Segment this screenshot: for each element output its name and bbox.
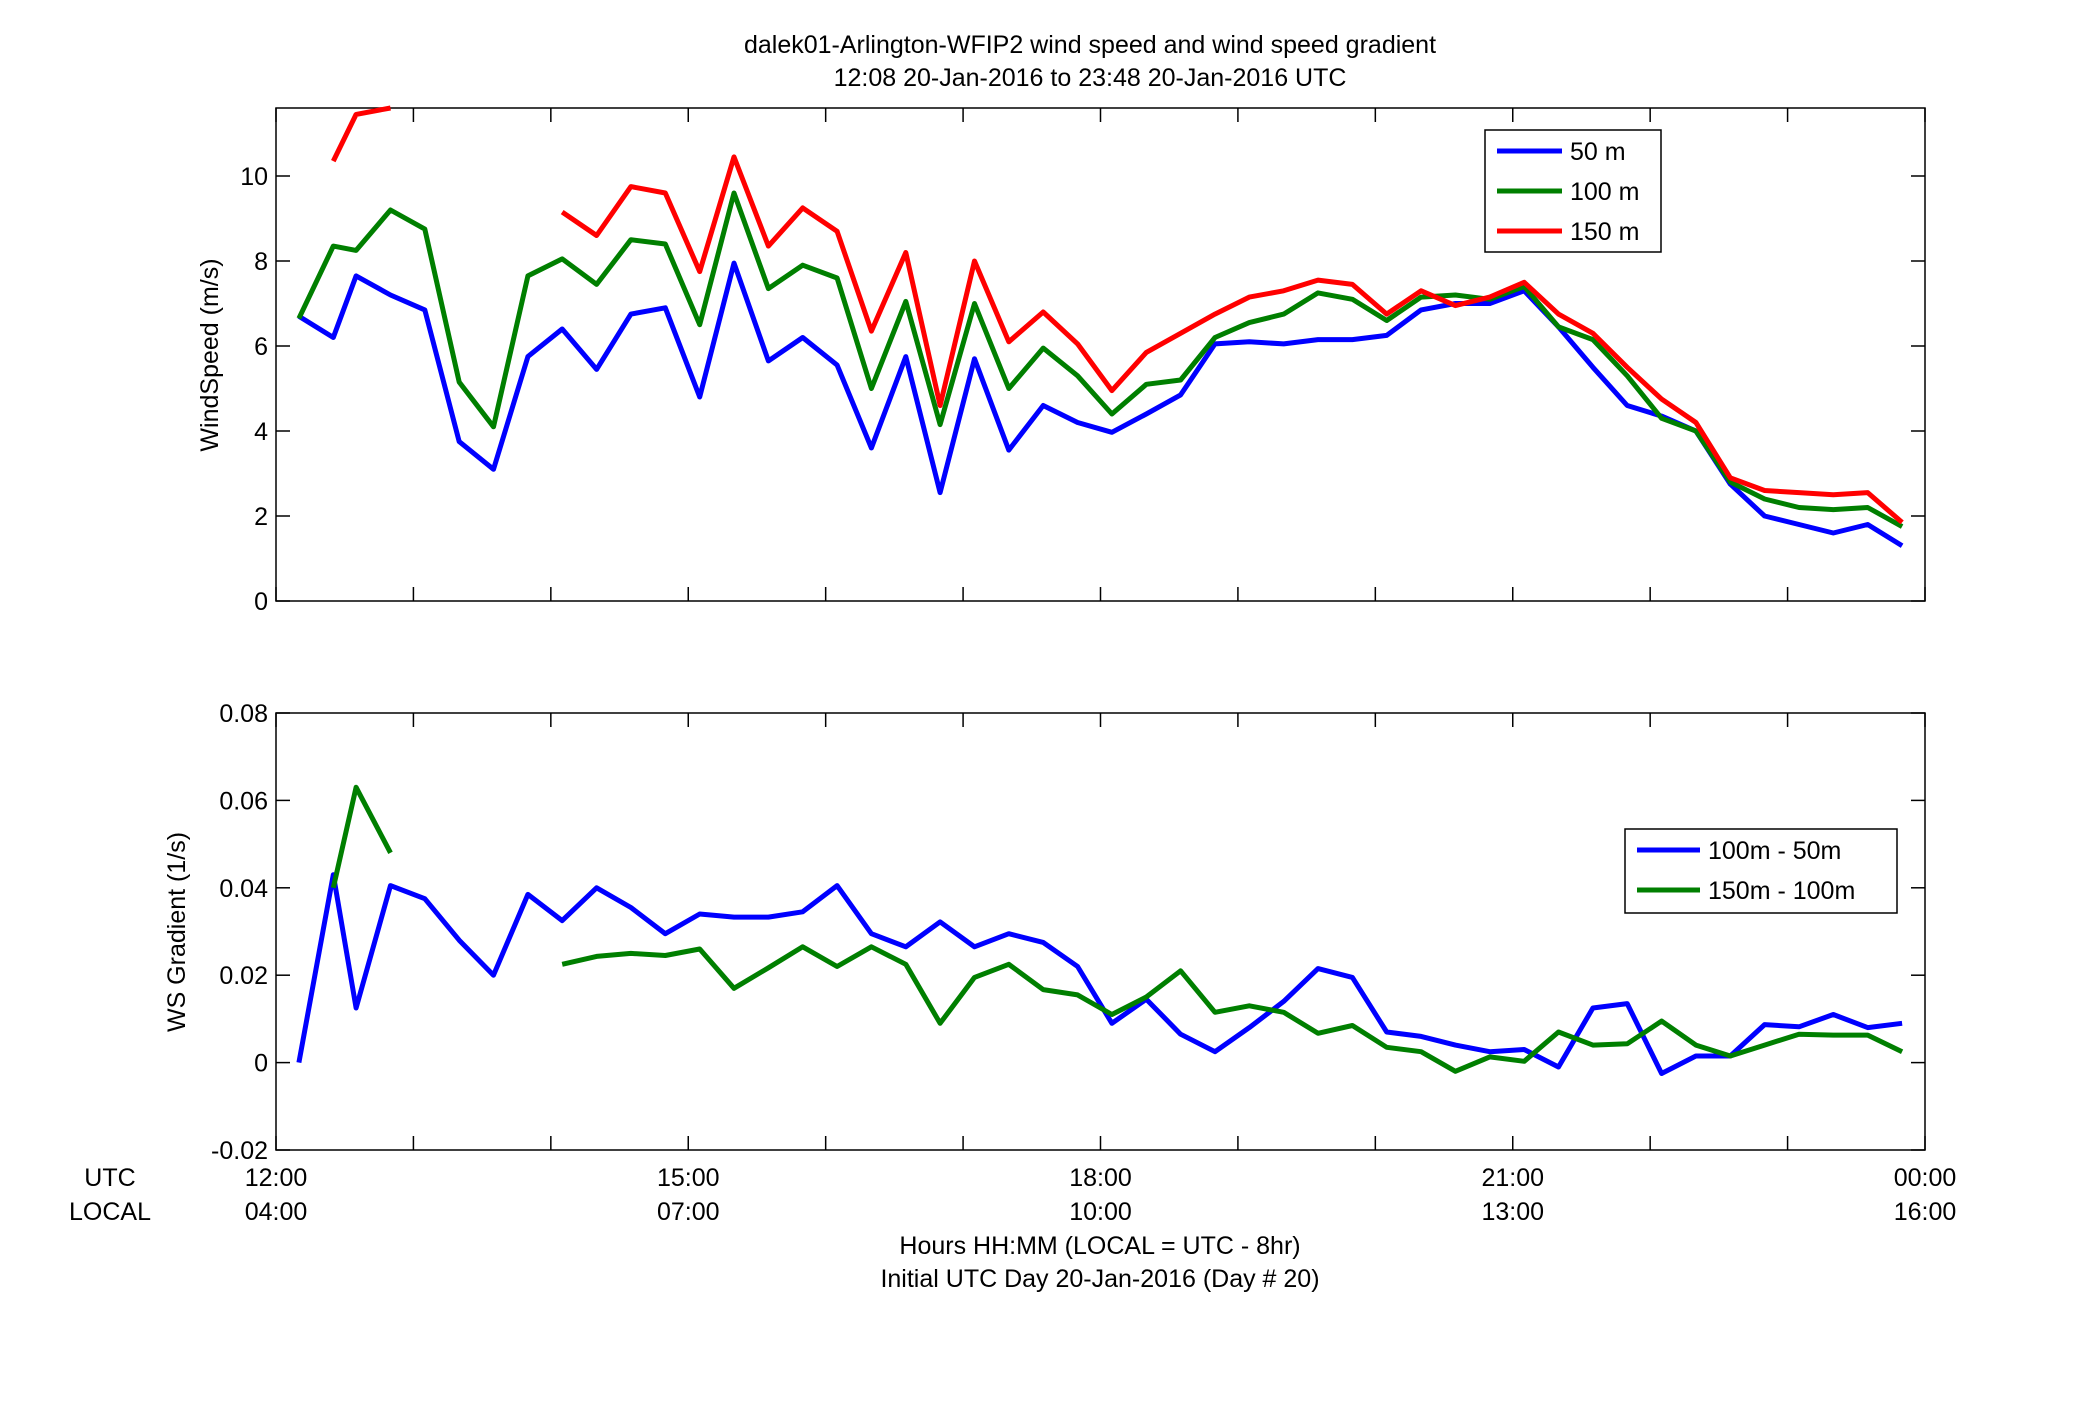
chart-title-line2: 12:08 20-Jan-2016 to 23:48 20-Jan-2016 U… (834, 64, 1347, 92)
windspeed-axes-box (275, 107, 1926, 602)
gradient-panel: -0.02 0 0.02 0.04 0.06 0.08 WS Gradient (1/s)… (163, 700, 1926, 1165)
gradient-ytick-label: 0.06 (219, 787, 268, 815)
x-tick-label-utc: 21:00 (1481, 1164, 1544, 1192)
windspeed-ylabel: WindSpeed (m/s) (196, 258, 224, 451)
windspeed-ytick-label: 8 (254, 248, 268, 276)
chart-title-line1: dalek01-Arlington-WFIP2 wind speed and w… (744, 31, 1436, 59)
x-axis-label-line2: Initial UTC Day 20-Jan-2016 (Day # 20) (880, 1265, 1319, 1293)
legend-label-150m: 150 m (1570, 218, 1639, 246)
x-tick-label-local: 13:00 (1481, 1198, 1544, 1226)
x-tick-label-utc: 15:00 (657, 1164, 720, 1192)
windspeed-series-1-line (297, 260, 1904, 548)
windspeed-ytick-label: 0 (254, 588, 268, 616)
gradient-legend-box (1624, 828, 1898, 914)
gradient-ytick-label: 0 (254, 1050, 268, 1078)
legend-label-100m-50m: 100m - 50m (1708, 837, 1841, 865)
windspeed-ytick-label: 10 (240, 163, 268, 191)
utc-row-label: UTC (84, 1164, 135, 1192)
x-tick-label-utc: 12:00 (245, 1164, 308, 1192)
windspeed-legend: 50 m 100 m 150 m (1484, 129, 1662, 253)
windspeed-panel: 0 2 4 6 8 10 WindSpeed (m/s) 50 m 100 m 150 m (196, 105, 1926, 616)
gradient-ylabel: WS Gradient (1/s) (163, 832, 191, 1032)
x-tick-label-local: 16:00 (1894, 1198, 1957, 1226)
gradient-series-2-line (330, 784, 1904, 1074)
legend-label-100m: 100 m (1570, 178, 1639, 206)
x-axis-label-line1: Hours HH:MM (LOCAL = UTC - 8hr) (899, 1232, 1300, 1260)
x-tick-label-utc: 18:00 (1069, 1164, 1132, 1192)
windspeed-series-2-line (296, 190, 1904, 529)
gradient-legend: 100m - 50m 150m - 100m (1624, 828, 1898, 914)
gradient-ytick-label: 0.02 (219, 962, 268, 990)
gradient-ytick-label: -0.02 (211, 1137, 268, 1165)
local-row-label: LOCAL (69, 1198, 151, 1226)
windspeed-ytick-label: 2 (254, 503, 268, 531)
gradient-ytick-label: 0.08 (219, 700, 268, 728)
x-tick-labels-utc: 12:00 15:00 18:00 21:00 00:00 (245, 1164, 1957, 1192)
x-tick-label-local: 10:00 (1069, 1198, 1132, 1226)
x-tick-label-local: 04:00 (245, 1198, 308, 1226)
windspeed-ytick-label: 6 (254, 333, 268, 361)
windspeed-ytick-label: 4 (254, 418, 268, 446)
gradient-ytick-label: 0.04 (219, 875, 268, 903)
gradient-axes-box (275, 712, 1926, 1151)
legend-label-150m-100m: 150m - 100m (1708, 877, 1855, 905)
legend-label-50m: 50 m (1570, 138, 1626, 166)
windspeed-series-3-line (331, 105, 1904, 525)
gradient-series-1-line (296, 872, 1903, 1076)
x-tick-label-utc: 00:00 (1894, 1164, 1957, 1192)
x-tick-label-local: 07:00 (657, 1198, 720, 1226)
x-tick-labels-local: 04:00 07:00 10:00 13:00 16:00 (245, 1198, 1957, 1226)
